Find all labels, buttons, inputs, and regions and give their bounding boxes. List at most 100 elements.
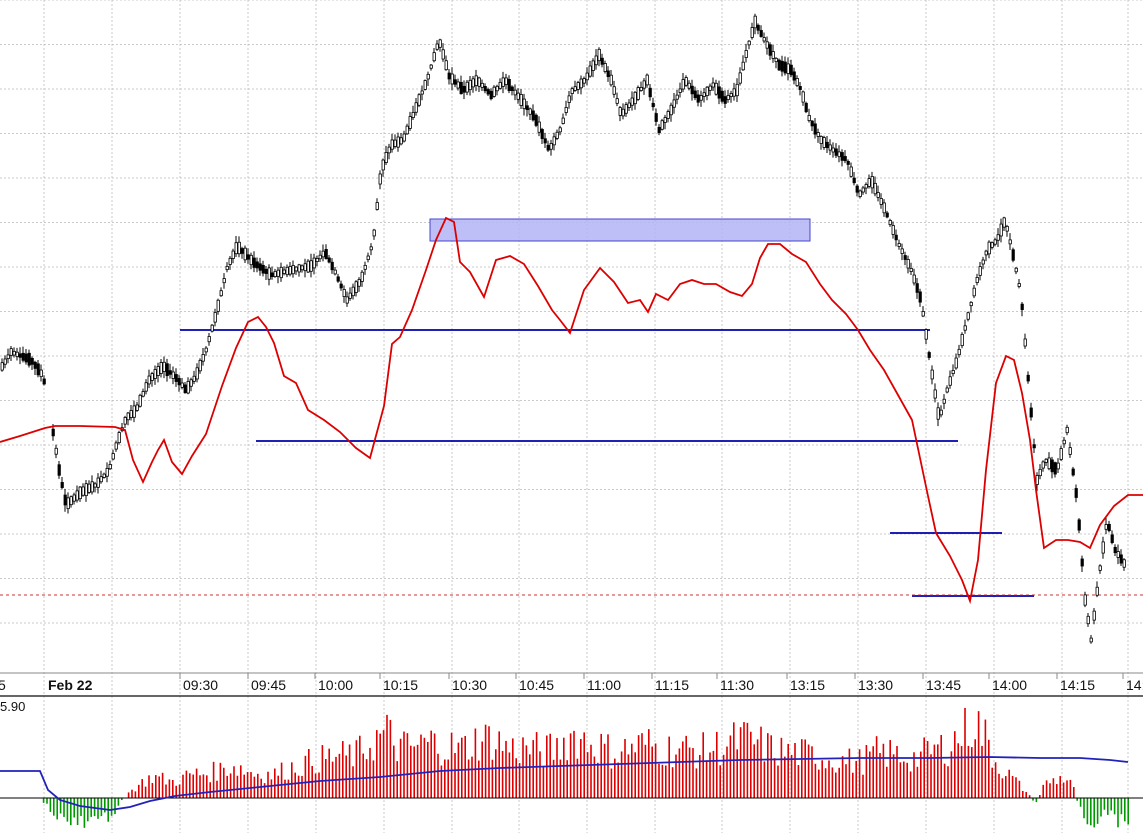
volume-bar: [641, 733, 643, 798]
volume-bar: [729, 735, 732, 798]
candle-body: [921, 311, 925, 317]
volume-bar: [933, 744, 936, 798]
volume-bar: [76, 798, 79, 825]
candle-body: [168, 370, 172, 375]
volume-bar: [865, 745, 868, 798]
candle-body: [831, 147, 835, 153]
candle-body: [258, 263, 262, 271]
candle-body: [1026, 374, 1030, 382]
candle-body: [1104, 524, 1108, 530]
candle-body: [1053, 462, 1057, 475]
candle-body: [879, 198, 883, 205]
volume-bar: [889, 740, 891, 798]
candle-body: [132, 405, 136, 418]
volume-bar: [1011, 775, 1014, 798]
candle-body: [774, 57, 778, 63]
volume-bar: [739, 727, 742, 798]
volume-bar: [794, 742, 796, 798]
candle-body: [390, 139, 394, 150]
volume-bar: [685, 735, 687, 798]
candle-body: [558, 127, 562, 133]
candle-body: [975, 276, 979, 284]
candle-body: [1083, 594, 1087, 606]
candle-body: [834, 148, 838, 156]
candle-body: [126, 412, 130, 421]
candle-body: [12, 350, 16, 356]
candle-body: [723, 96, 727, 104]
candle-body: [516, 92, 520, 100]
candle-body: [1119, 554, 1123, 564]
volume-bar: [355, 740, 358, 798]
volume-bar: [471, 756, 473, 798]
candle-body: [156, 366, 160, 376]
candle-body: [747, 40, 751, 46]
volume-bar: [423, 737, 426, 798]
volume-bar: [726, 746, 728, 798]
volume-bar: [87, 798, 89, 822]
candle-body: [417, 94, 421, 106]
candle-body: [228, 257, 232, 265]
candle-body: [81, 486, 85, 496]
volume-bar: [1103, 798, 1106, 810]
candle-body: [627, 102, 631, 108]
volume-bar: [668, 736, 670, 798]
candle-body: [840, 152, 844, 161]
volume-bar: [821, 760, 823, 798]
volume-bar: [998, 773, 1000, 798]
candle-body: [294, 266, 298, 272]
candle-body: [876, 192, 880, 198]
candle-body: [855, 185, 859, 193]
x-tick-label: 09:30: [183, 677, 218, 693]
candle-body: [744, 50, 748, 58]
candle-body: [114, 442, 118, 450]
volume-bar: [1018, 780, 1021, 798]
candle-body: [471, 78, 475, 88]
volume-bar: [495, 749, 497, 798]
candle-body: [483, 86, 487, 92]
volume-bar: [216, 780, 218, 798]
candle-body: [312, 257, 316, 269]
volume-bar: [243, 774, 245, 798]
candle-body: [957, 348, 961, 356]
volume-bar: [1008, 769, 1010, 798]
volume-bar: [610, 768, 613, 798]
x-tick-label: 09:45: [251, 677, 286, 693]
candle-body: [507, 79, 511, 91]
candle-body: [753, 15, 757, 29]
volume-bar: [699, 754, 701, 798]
candle-body: [522, 98, 526, 110]
volume-bar: [491, 759, 494, 798]
candle-body: [255, 261, 259, 269]
candle-body: [1074, 488, 1078, 498]
volume-bar: [1039, 795, 1041, 798]
candle-body: [405, 125, 409, 135]
candle-body: [870, 176, 874, 189]
volume-bar: [318, 772, 320, 798]
volume-bar: [624, 738, 626, 798]
volume-bar: [518, 762, 521, 798]
candle-body: [705, 86, 709, 97]
volume-bar: [688, 747, 691, 798]
candle-body: [1113, 546, 1117, 554]
volume-bar: [202, 774, 205, 798]
candle-body: [15, 351, 19, 358]
candle-body: [909, 268, 913, 272]
candle-body: [246, 254, 250, 260]
volume-bar: [450, 732, 453, 798]
candle-body: [885, 212, 889, 218]
candle-body: [966, 312, 970, 320]
volume-bar: [406, 733, 409, 798]
candle-body: [585, 72, 589, 81]
volume-bar: [410, 745, 412, 798]
candle-body: [1044, 458, 1048, 463]
volume-bar: [158, 776, 160, 798]
candle-body: [453, 79, 457, 85]
x-tick-label: 10:00: [318, 677, 353, 693]
volume-bar: [770, 735, 772, 798]
candle-body: [96, 477, 100, 488]
volume-bar: [563, 737, 565, 798]
volume-bar: [719, 765, 721, 798]
volume-bar: [161, 772, 164, 798]
candle-body: [1062, 439, 1066, 445]
volume-bar: [981, 745, 983, 798]
